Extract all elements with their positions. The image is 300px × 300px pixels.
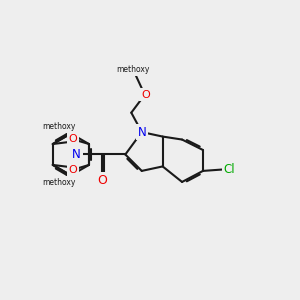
Text: N: N	[72, 148, 81, 161]
Text: N: N	[137, 126, 146, 139]
Text: O: O	[141, 90, 150, 100]
Text: methoxy: methoxy	[116, 65, 149, 74]
Text: methoxy: methoxy	[42, 122, 76, 131]
Text: O: O	[69, 134, 77, 144]
Text: O: O	[69, 165, 77, 175]
Text: methoxy: methoxy	[42, 178, 76, 187]
Text: O: O	[97, 174, 107, 187]
Text: Cl: Cl	[224, 163, 235, 176]
